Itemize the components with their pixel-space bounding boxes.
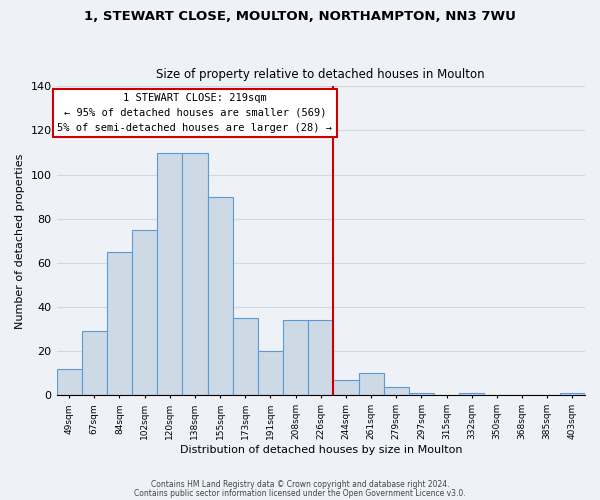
- Text: 1, STEWART CLOSE, MOULTON, NORTHAMPTON, NN3 7WU: 1, STEWART CLOSE, MOULTON, NORTHAMPTON, …: [84, 10, 516, 23]
- Bar: [182, 152, 208, 396]
- Bar: [208, 196, 233, 396]
- Bar: [107, 252, 132, 396]
- Bar: [233, 318, 258, 396]
- Bar: [82, 332, 107, 396]
- Bar: [258, 352, 283, 396]
- Bar: [157, 152, 182, 396]
- Text: 1 STEWART CLOSE: 219sqm
← 95% of detached houses are smaller (569)
5% of semi-de: 1 STEWART CLOSE: 219sqm ← 95% of detache…: [58, 93, 332, 132]
- Bar: [359, 374, 383, 396]
- X-axis label: Distribution of detached houses by size in Moulton: Distribution of detached houses by size …: [179, 445, 462, 455]
- Bar: [334, 380, 359, 396]
- Text: Contains public sector information licensed under the Open Government Licence v3: Contains public sector information licen…: [134, 490, 466, 498]
- Bar: [560, 393, 585, 396]
- Bar: [132, 230, 157, 396]
- Bar: [283, 320, 308, 396]
- Text: Contains HM Land Registry data © Crown copyright and database right 2024.: Contains HM Land Registry data © Crown c…: [151, 480, 449, 489]
- Title: Size of property relative to detached houses in Moulton: Size of property relative to detached ho…: [157, 68, 485, 81]
- Bar: [383, 386, 409, 396]
- Bar: [56, 369, 82, 396]
- Bar: [308, 320, 334, 396]
- Bar: [459, 393, 484, 396]
- Y-axis label: Number of detached properties: Number of detached properties: [15, 153, 25, 328]
- Bar: [409, 393, 434, 396]
